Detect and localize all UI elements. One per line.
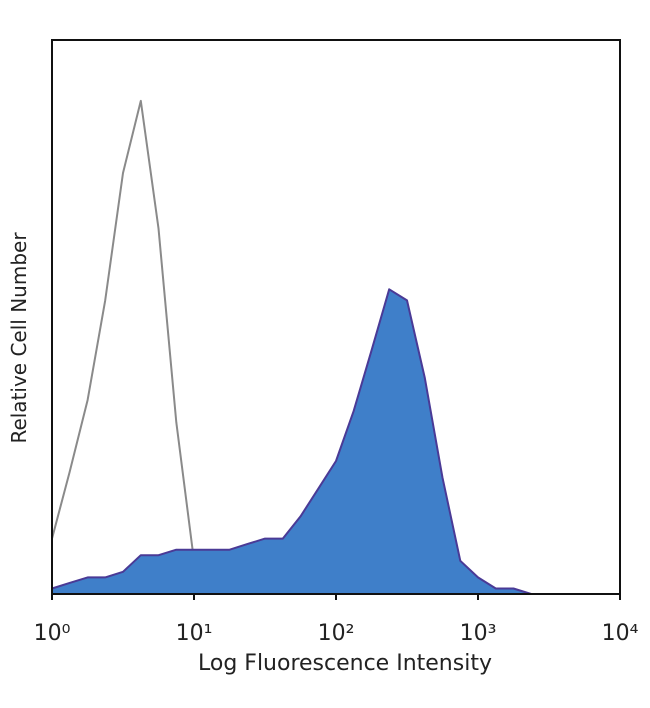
y-axis-label: Relative Cell Number (7, 232, 31, 444)
x-tick-label: 10⁰ (34, 621, 71, 646)
x-tick-label: 10³ (460, 621, 497, 646)
x-tick-label: 10² (318, 621, 355, 646)
x-tick-label: 10⁴ (602, 621, 639, 646)
x-tick-label: 10¹ (176, 621, 213, 646)
histogram-area (51, 288, 621, 595)
x-axis-label: Log Fluorescence Intensity (198, 651, 492, 676)
